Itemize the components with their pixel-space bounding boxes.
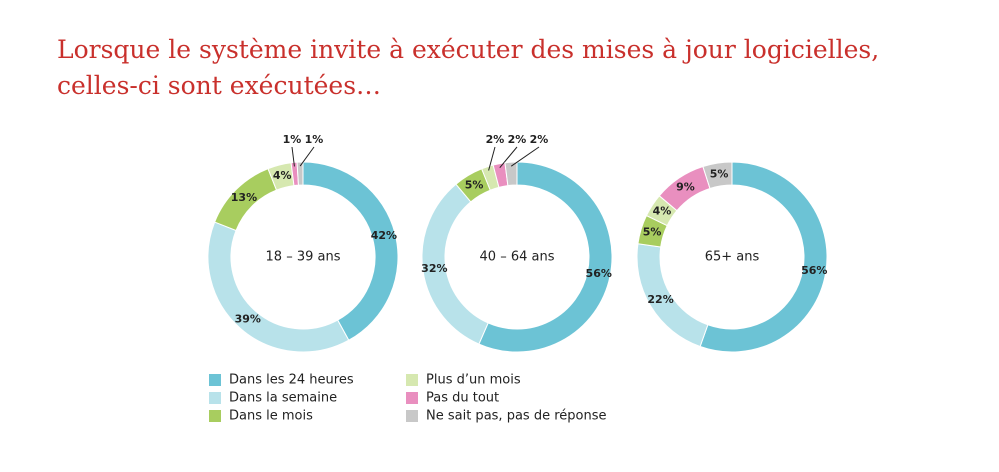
value-label: 5% [465,178,484,191]
donut-slice [207,221,350,353]
leader-line [299,146,315,167]
value-label: 5% [710,168,729,181]
value-label: 56% [586,267,612,280]
value-label: 2% [486,133,505,146]
value-label: 32% [421,262,447,275]
leader-line [291,146,295,167]
legend-swatch [406,374,418,386]
center-label: 40 – 64 ans [480,250,555,265]
center-label: 65+ ans [705,250,760,265]
legend-swatch [209,392,221,404]
center-label: 18 – 39 ans [266,250,341,265]
donut-slice [504,161,518,187]
donut-slice [699,161,828,353]
value-label: 5% [643,226,662,239]
legend-swatch [406,410,418,422]
legend-label: Plus d’un mois [426,373,521,388]
value-label: 1% [283,133,302,146]
value-label: 56% [801,264,827,277]
leader-line [488,146,496,171]
donut-slice [702,161,733,190]
legend-swatch [406,392,418,404]
legend-swatch [209,410,221,422]
legend-label: Dans le mois [229,409,313,424]
legend-label: Ne sait pas, pas de réponse [426,409,606,424]
value-label: 2% [530,133,549,146]
leader-line [499,146,518,168]
value-label: 9% [676,181,695,194]
title-line: celles-ci sont exécutées… [57,71,381,100]
donut-slice [296,161,304,186]
legend-swatch [209,374,221,386]
value-label: 1% [305,133,324,146]
legend-label: Pas du tout [426,391,499,406]
legend-label: Dans les 24 heures [229,373,354,388]
value-label: 13% [231,191,257,204]
value-label: 42% [371,229,397,242]
title-line: Lorsque le système invite à exécuter des… [57,35,879,64]
donut-slice [478,161,613,353]
legend-label: Dans la semaine [229,391,337,406]
value-label: 2% [508,133,527,146]
value-label: 22% [647,293,673,306]
value-label: 4% [653,205,672,218]
value-label: 4% [273,169,292,182]
value-label: 39% [235,313,261,326]
leader-line [510,146,540,167]
